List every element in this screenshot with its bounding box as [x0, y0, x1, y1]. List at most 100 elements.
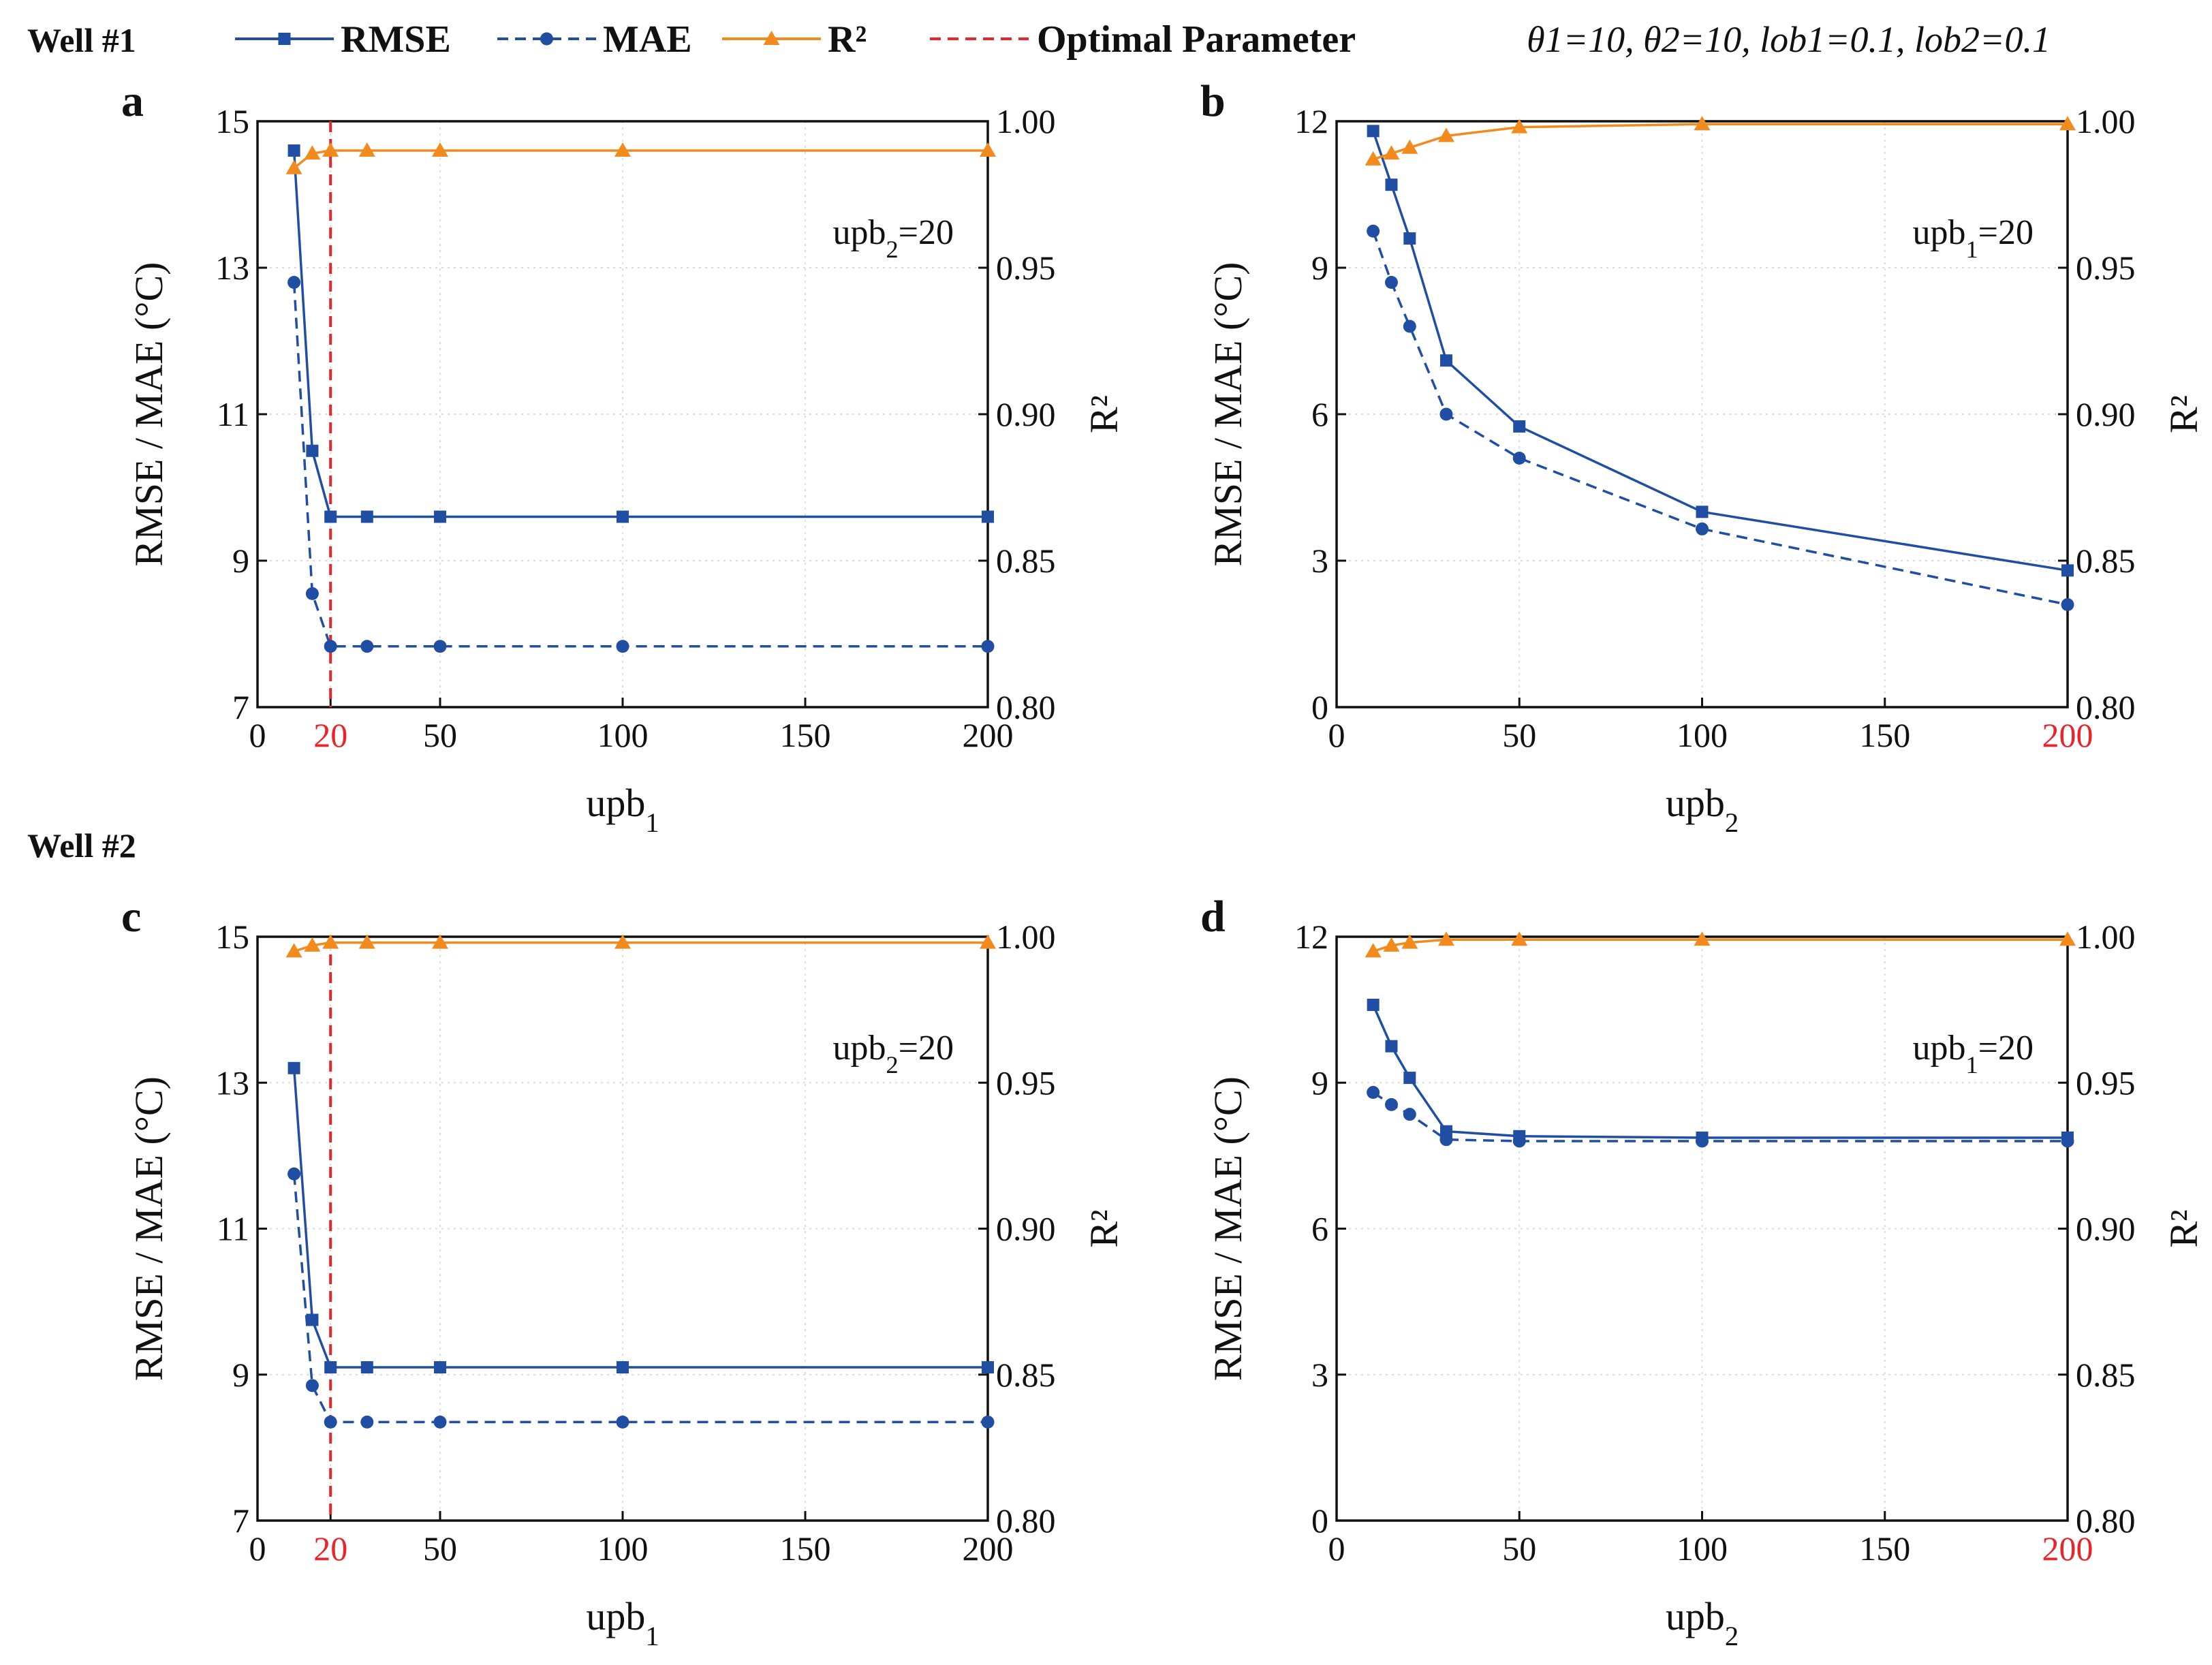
legend-label: Optimal Parameter [1037, 18, 1356, 61]
mae-point [1367, 1086, 1380, 1100]
y-axis-title: RMSE / MAE (°C) [1206, 1076, 1250, 1381]
legend-marker [540, 32, 553, 46]
legend-label: MAE [603, 18, 692, 61]
chart-panels: 0 20 50 100 150 200791113150.800.850.900.951.… [121, 76, 2206, 1651]
rmse-point [1385, 178, 1398, 191]
mae-point [305, 1379, 319, 1392]
x-tick-label: 150 [780, 716, 831, 754]
x-tick-label: 20 [313, 1529, 347, 1568]
mae-point [360, 1415, 374, 1429]
x-tick-label: 0 [1328, 1529, 1345, 1568]
y2-tick-label: 1.00 [996, 918, 1056, 956]
r2-line [1373, 938, 2068, 953]
y-tick-label: 9 [1311, 1063, 1328, 1102]
y2-axis-title: R² [1082, 395, 1126, 433]
y2-axis-title: R² [2162, 1209, 2206, 1247]
rmse-point [434, 1361, 446, 1374]
mae-point [981, 640, 995, 653]
y-tick-label: 3 [1311, 542, 1328, 580]
rmse-point [324, 1361, 337, 1374]
panel-letter: a [121, 76, 144, 126]
y2-tick-label: 0.90 [2076, 395, 2136, 433]
panel-annotation: upb1=20 [1912, 1029, 2034, 1078]
legend-marker [278, 33, 291, 45]
y-tick-label: 9 [232, 1356, 249, 1394]
y2-axis-title: R² [1082, 1209, 1126, 1247]
y-tick-label: 13 [215, 1063, 249, 1102]
y2-tick-label: 1.00 [996, 102, 1056, 140]
mae-point [1403, 1108, 1416, 1121]
y2-tick-label: 0.80 [2076, 688, 2136, 726]
r2-point [1511, 119, 1528, 134]
series-r2 [1365, 931, 2076, 958]
r2-point [1383, 937, 1400, 952]
y2-tick-label: 0.85 [2076, 1356, 2136, 1394]
y-tick-label: 0 [1311, 688, 1328, 726]
y2-tick-label: 0.80 [2076, 1501, 2136, 1540]
mae-point [1439, 407, 1453, 421]
x-tick-label: 150 [1859, 716, 1910, 754]
r2-point [1437, 931, 1454, 946]
series-r2 [1365, 116, 2076, 166]
panel-annotation: upb2=20 [832, 213, 954, 263]
rmse-point [982, 510, 994, 523]
y-tick-label: 15 [215, 102, 249, 140]
y-tick-label: 7 [232, 688, 249, 726]
mae-point [433, 1415, 447, 1429]
y-tick-label: 0 [1311, 1501, 1328, 1540]
panel-a: 0 20 50 100 150 200 7 9 11 13 15 0.80 0.85 0.90 0.95 1.… [121, 76, 1126, 838]
x-tick-label: 200 [2042, 716, 2093, 754]
panel-annotation: upb1=20 [1912, 213, 2034, 263]
rmse-point [360, 510, 373, 523]
mae-point [287, 1167, 301, 1181]
r2-line [294, 941, 988, 953]
mae-point [305, 587, 319, 600]
x-tick-label: 200 [963, 716, 1014, 754]
y2-axis-title: R² [2162, 395, 2206, 433]
r2-point [1401, 934, 1418, 949]
rmse-point [434, 510, 446, 523]
panel-d: 0 50 100 150 200 0 3 6 9 12 0.80 0.85 0.90 0.95 1.00 up… [1200, 892, 2206, 1651]
parameter-text: θ1=10, θ2=10, lob1=0.1, lob2=0.1 [1527, 19, 2051, 60]
mae-point [1384, 276, 1398, 289]
y2-tick-label: 0.80 [996, 1501, 1056, 1540]
r2-point [358, 142, 375, 157]
r2-point [322, 934, 339, 949]
y-tick-label: 9 [1311, 249, 1328, 287]
r2-line [293, 149, 988, 170]
rmse-point [1367, 998, 1380, 1011]
x-tick-label: 100 [597, 716, 649, 754]
mae-point [1384, 1098, 1398, 1111]
legend-item-r-: R² [722, 18, 867, 61]
r2-point [1383, 145, 1400, 160]
r2-point [285, 943, 302, 958]
panel-annotation: upb2=20 [832, 1029, 954, 1078]
y-tick-label: 6 [1311, 1210, 1328, 1248]
x-tick-label: 0 [249, 1529, 266, 1568]
y-axis-title: RMSE / MAE (°C) [127, 262, 171, 567]
series-rmse [1367, 125, 2074, 577]
r2-point [1365, 151, 1382, 166]
r2-point [304, 937, 321, 952]
x-axis-title: upb1 [586, 1594, 659, 1651]
mae-point [1439, 1133, 1453, 1147]
rmse-point [360, 1361, 373, 1374]
x-tick-label: 50 [1502, 716, 1536, 754]
legend: RMSE MAE R² Optimal Parameter θ1=10, θ2=10, … [235, 18, 2051, 61]
rmse-point [2061, 564, 2074, 577]
rmse-point [1696, 505, 1709, 518]
panel-c: 0 20 50 100 150 200 7 9 11 13 15 0.80 0.85 0.90 0.95 1.… [121, 892, 1126, 1651]
x-tick-label: 150 [780, 1529, 831, 1568]
mae-point [1696, 1134, 1709, 1148]
series-mae [287, 1167, 995, 1429]
mae-point [616, 640, 629, 653]
mae-point [287, 276, 301, 289]
x-axis-title: upb2 [1666, 1594, 1739, 1651]
well-1-label: Well #1 [27, 21, 136, 59]
mae-point [1696, 522, 1709, 535]
series-mae [287, 276, 995, 653]
r2-point [980, 142, 996, 157]
r2-point [2059, 116, 2076, 131]
r2-point [1694, 116, 1711, 131]
mae-point [616, 1415, 629, 1429]
